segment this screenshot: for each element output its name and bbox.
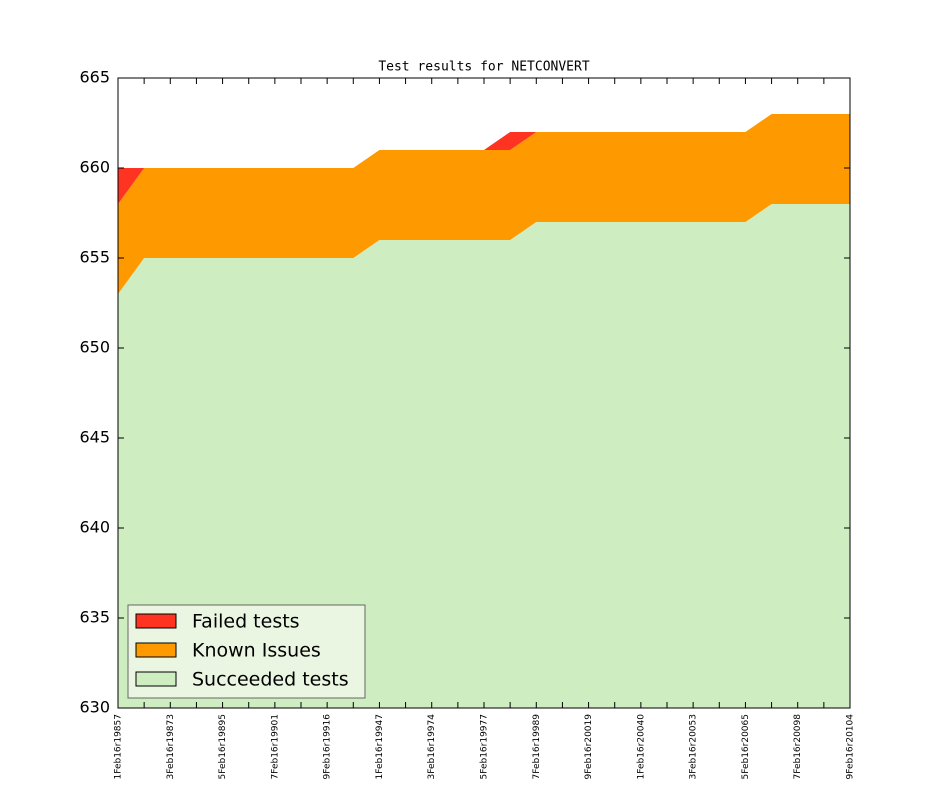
x-tick-label: 7Feb16r19901 [270, 714, 280, 779]
y-tick-label: 635 [79, 608, 110, 627]
x-tick-label: 9Feb16r19916 [323, 714, 333, 780]
chart-title: Test results for NETCONVERT [378, 60, 589, 75]
x-tick-label: 3Feb16r20053 [689, 714, 699, 779]
legend-label: Succeeded tests [192, 669, 349, 691]
y-tick-label: 660 [79, 158, 110, 177]
x-tick-label: 9Feb16r20019 [584, 714, 594, 780]
x-tick-label: 3Feb16r19873 [166, 714, 176, 779]
legend-swatch [135, 613, 177, 629]
x-tick-label: 7Feb16r19989 [532, 714, 542, 780]
area [118, 204, 850, 708]
x-tick-label: 1Feb16r19857 [114, 714, 124, 779]
x-tick-label: 9Feb16r20104 [846, 714, 856, 780]
x-tick-label: 1Feb16r20040 [636, 714, 646, 780]
y-tick-label: 630 [79, 698, 110, 717]
legend-swatch [135, 671, 177, 687]
y-tick-label: 650 [79, 338, 110, 357]
y-tick-label: 645 [79, 428, 110, 447]
area [118, 114, 850, 294]
x-tick-label: 1Feb16r19947 [375, 714, 385, 779]
x-tick-label: 3Feb16r19974 [427, 714, 437, 780]
y-tick-label: 665 [79, 68, 110, 87]
x-tick-label: 5Feb16r20065 [741, 714, 751, 779]
legend-label: Known Issues [192, 640, 321, 662]
legend: Failed tests Known Issues Succeeded tests [127, 604, 366, 699]
y-tick-label: 640 [79, 518, 110, 537]
legend-label: Failed tests [192, 611, 300, 633]
legend-swatch [135, 642, 177, 658]
x-tick-label: 7Feb16r20098 [793, 714, 803, 780]
y-tick-label: 655 [79, 248, 110, 267]
x-tick-label: 5Feb16r19895 [218, 714, 228, 779]
x-tick-label: 5Feb16r19977 [480, 714, 490, 779]
